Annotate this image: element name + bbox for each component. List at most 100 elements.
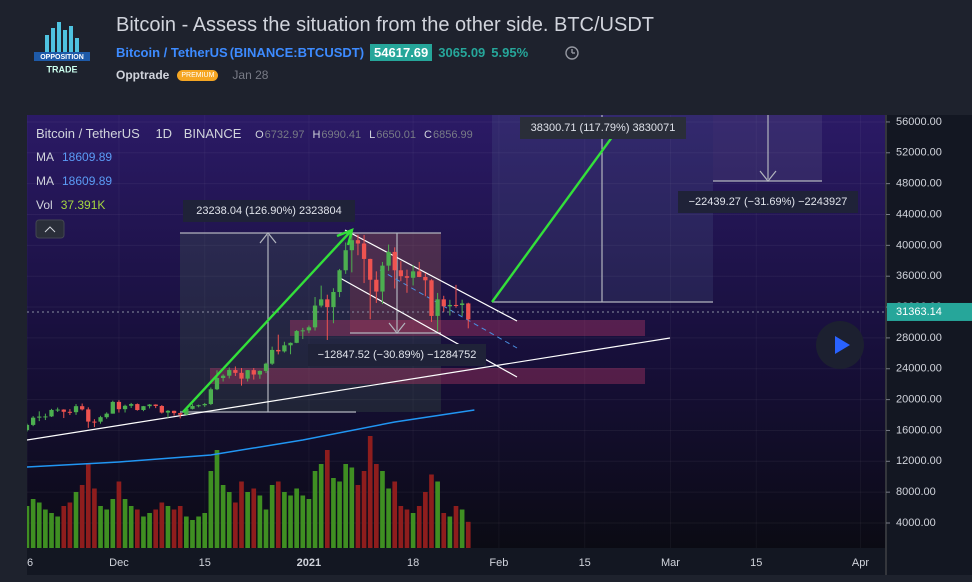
candle-body: [331, 292, 336, 308]
candle-body: [135, 404, 140, 411]
candle-body: [178, 413, 183, 415]
volume-bar: [349, 467, 355, 548]
candle-body: [300, 330, 305, 332]
arrow-line: [182, 231, 351, 413]
candle-body: [337, 270, 342, 293]
volume-bar: [355, 485, 361, 548]
ma-line: [27, 409, 475, 468]
candle-body: [392, 251, 397, 271]
x-tick-label: Apr: [852, 557, 869, 569]
candle-body: [37, 416, 42, 418]
candle-body: [196, 405, 201, 407]
candle-body: [404, 276, 410, 278]
candle-body: [441, 299, 446, 307]
candle-body: [147, 404, 152, 407]
collapse-icon[interactable]: [44, 226, 56, 233]
candle-body: [55, 409, 60, 411]
volume-bar: [275, 481, 281, 548]
volume-bar: [306, 499, 312, 548]
volume-bar: [239, 481, 244, 548]
candle-body: [86, 409, 91, 422]
volume-bar: [153, 509, 159, 548]
author-row: Opptrade PREMIUM Jan 28: [116, 68, 268, 82]
candle-body: [466, 303, 471, 320]
candle-body: [410, 271, 416, 278]
candle-body: [116, 401, 122, 410]
candle-body: [319, 299, 324, 306]
candle-body: [110, 401, 115, 414]
last-price-label: 31363.14: [896, 306, 942, 318]
ohlc-label: L: [369, 129, 376, 141]
volume-bar: [380, 471, 385, 548]
ohlc-value: 6650.01: [376, 129, 417, 141]
arrow-head: [759, 170, 777, 182]
y-tick-label: 36000.00: [896, 270, 942, 282]
candle-body: [368, 258, 373, 280]
y-tick-label: 24000.00: [896, 363, 942, 375]
candle-body: [129, 404, 134, 406]
change: 3065.09: [438, 45, 486, 60]
volume-bar: [110, 499, 116, 548]
volume-bar: [159, 502, 165, 548]
volume-bar: [416, 506, 422, 548]
collapse-button[interactable]: [35, 219, 65, 239]
candle-body: [257, 370, 263, 375]
candle-body: [61, 409, 66, 412]
candle-body: [153, 404, 158, 407]
candle-body: [104, 413, 109, 418]
volume-bar: [465, 521, 471, 548]
arrow-line: [491, 117, 627, 303]
plot-bg: [27, 115, 885, 548]
candle-body: [398, 270, 403, 277]
legend-symbol: Bitcoin / TetherUS: [36, 126, 140, 141]
author[interactable]: Opptrade: [116, 68, 170, 82]
alert-icon[interactable]: [565, 46, 579, 60]
ohlc-label: O: [255, 129, 264, 141]
symbol-name[interactable]: Bitcoin / TetherUS: [116, 45, 228, 60]
candle-body: [80, 406, 85, 410]
ohlc-value: 6856.99: [433, 129, 473, 141]
volume-bar: [337, 481, 342, 548]
volume-bar: [245, 492, 250, 548]
annotation: −12847.52 (−30.89%) −1284752: [318, 349, 477, 361]
indicator-row: MA 18609.89: [36, 150, 116, 164]
indicator-label: MA: [36, 150, 54, 164]
candle-body: [227, 370, 232, 376]
ohlc-value: 6732.97: [264, 129, 305, 141]
play-icon[interactable]: [835, 336, 850, 354]
volume-bar: [282, 492, 287, 548]
arrow-head: [336, 227, 354, 246]
candle-body: [98, 417, 103, 422]
volume-bar: [294, 488, 299, 548]
symbol-row: Bitcoin / TetherUS (BINANCE:BTCUSDT) 546…: [116, 44, 528, 61]
volume-bar: [263, 509, 269, 548]
volume-bar: [220, 485, 226, 548]
candle-body: [245, 370, 250, 379]
y-tick-label: 44000.00: [896, 208, 942, 220]
candle-body: [202, 404, 207, 406]
last-price-bg: [887, 302, 972, 321]
volume-bar: [386, 488, 391, 548]
symbol-code[interactable]: (BINANCE:BTCUSDT): [229, 45, 365, 60]
ohlc-label: H: [312, 129, 321, 141]
candle-body: [306, 327, 312, 331]
label-bg: [520, 117, 686, 139]
candle-body: [325, 299, 330, 308]
volume-bar: [429, 474, 434, 548]
drawings: [27, 115, 885, 441]
annotation: −22439.27 (−31.69%) −2243927: [689, 196, 848, 208]
x-tick-label: Feb: [489, 557, 508, 569]
indicator-value: 37.391K: [60, 198, 106, 212]
y-tick-label: 48000.00: [896, 178, 942, 190]
volume-bar: [318, 464, 324, 548]
y-tick-label: 40000.00: [896, 239, 942, 251]
volume-bar: [202, 513, 208, 548]
candle-body: [141, 406, 146, 411]
volume-bar: [79, 485, 85, 548]
candle-body: [459, 303, 465, 306]
candle-body: [435, 299, 440, 316]
volume-bar: [43, 509, 48, 548]
x-tick-label: Dec: [109, 557, 129, 569]
